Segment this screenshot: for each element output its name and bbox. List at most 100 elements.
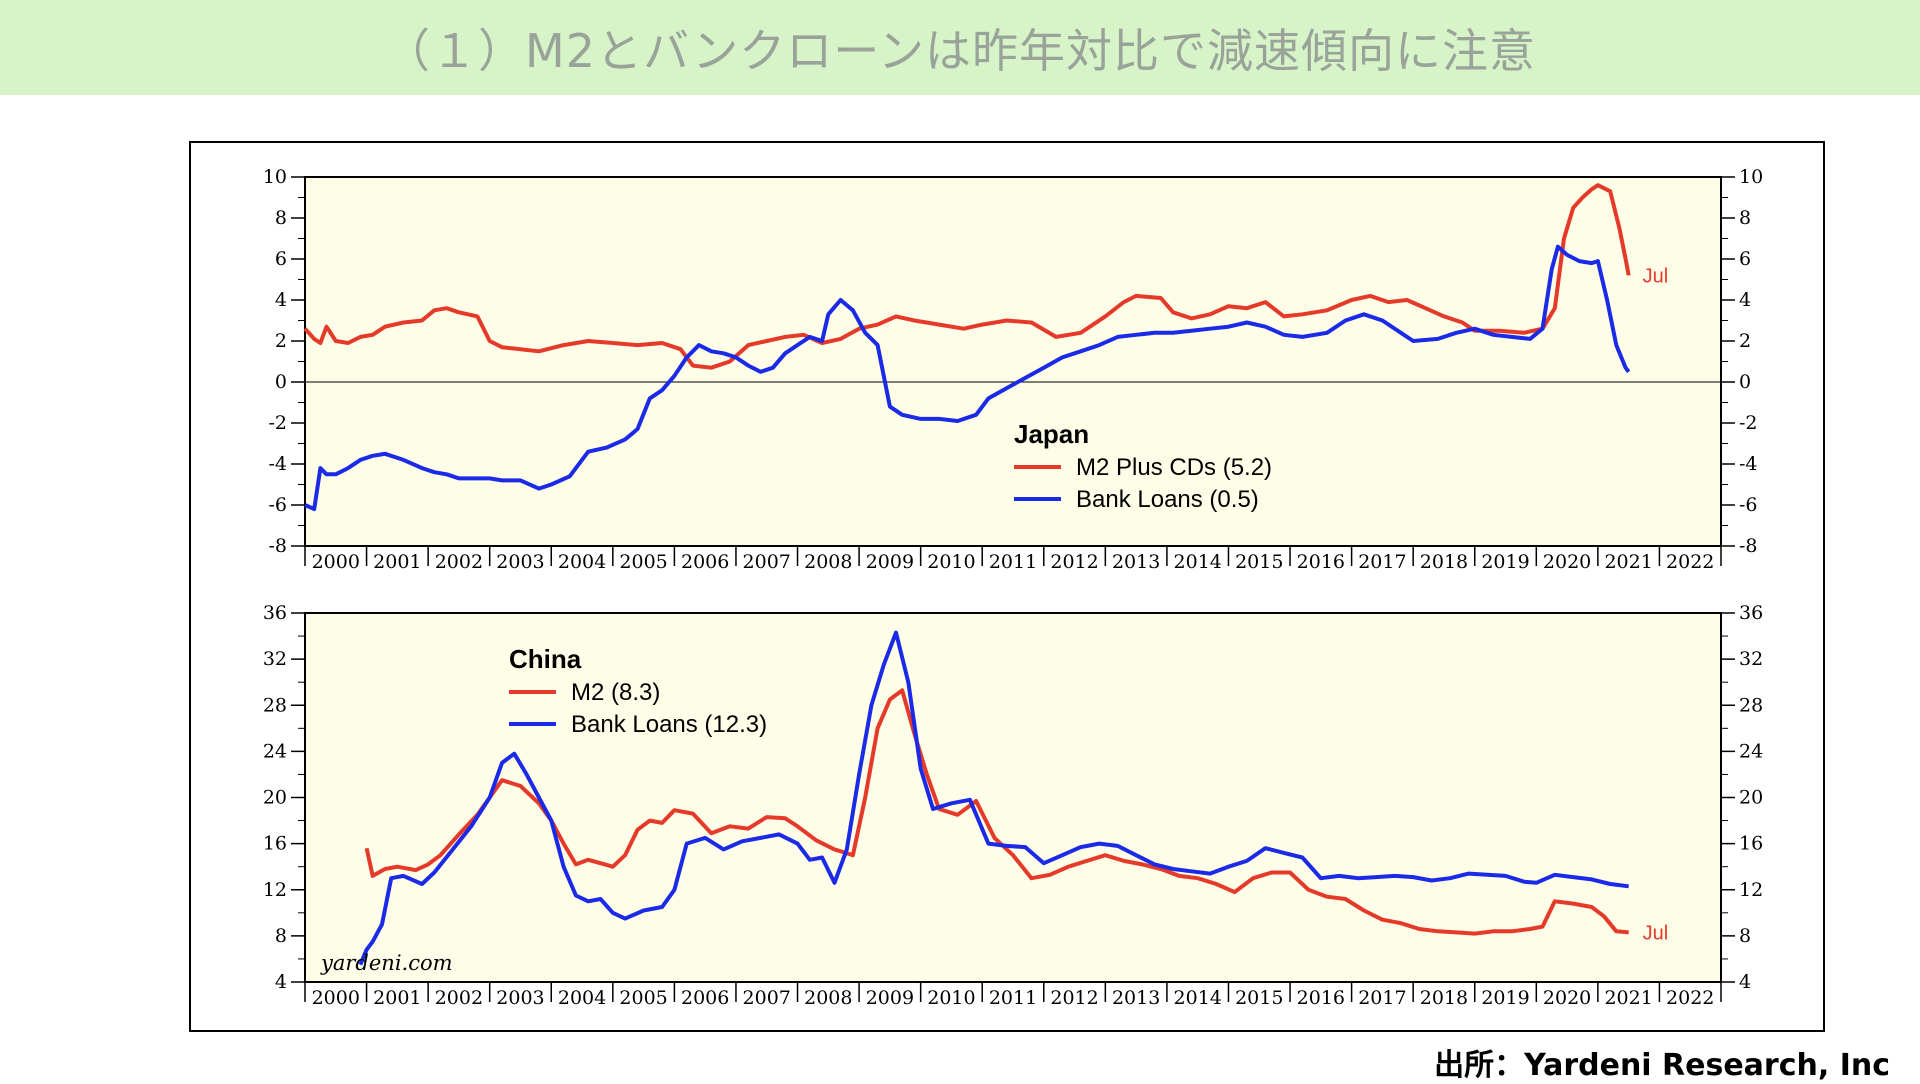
china-legend-label-m2: M2 (8.3) [571, 679, 660, 706]
japan-series-line-loans [304, 244, 1631, 512]
china-ytick-label-right: 24 [1739, 740, 1763, 762]
japan-year-label: 2017 [1358, 551, 1406, 573]
japan-year-label: 2009 [866, 551, 914, 573]
japan-legend-label-m2: M2 Plus CDs (5.2) [1076, 454, 1272, 481]
china-ytick-label-right: 28 [1739, 694, 1763, 716]
china-year-label: 2007 [743, 987, 791, 1009]
china-year-label: 2006 [681, 987, 729, 1009]
japan-year-label: 2016 [1297, 551, 1345, 573]
japan-ytick-label-left: 2 [275, 330, 287, 352]
japan-year-label: 2006 [681, 551, 729, 573]
china-year-label: 2015 [1235, 987, 1283, 1009]
japan-panel: -8 -8 -6 -6 -4 -4 -2 -2 0 0 2 2 4 4 6 6 8 8 10 10 2000 2001 20… [263, 166, 1763, 573]
china-year-label: 2013 [1112, 987, 1160, 1009]
china-ytick-label-left: 16 [263, 833, 287, 855]
china-year-label: 2001 [373, 987, 421, 1009]
japan-year-label: 2005 [619, 551, 667, 573]
japan-year-label: 2018 [1420, 551, 1468, 573]
china-ytick-label-right: 4 [1739, 971, 1751, 993]
japan-year-label: 2019 [1481, 551, 1529, 573]
japan-ytick-label-right: 2 [1739, 330, 1751, 352]
china-year-label: 2010 [927, 987, 975, 1009]
china-ytick-label-left: 20 [263, 787, 287, 809]
china-ytick-label-right: 36 [1739, 602, 1763, 624]
japan-ytick-label-right: 6 [1739, 248, 1751, 270]
japan-ytick-label-right: 10 [1739, 166, 1763, 188]
china-year-label: 2008 [804, 987, 852, 1009]
china-ytick-label-left: 24 [263, 740, 287, 762]
china-year-label: 2012 [1050, 987, 1098, 1009]
china-ytick-label-left: 36 [263, 602, 287, 624]
japan-ytick-label-left: 6 [275, 248, 287, 270]
china-year-label: 2017 [1358, 987, 1406, 1009]
japan-year-label: 2003 [496, 551, 544, 573]
japan-ytick-label-right: -2 [1739, 412, 1758, 434]
china-ytick-label-right: 8 [1739, 925, 1751, 947]
japan-ytick-label-left: -2 [268, 412, 287, 434]
japan-ytick-label-left: -6 [268, 494, 287, 516]
japan-year-label: 2002 [435, 551, 483, 573]
china-year-label: 2020 [1543, 987, 1591, 1009]
china-year-label: 2009 [866, 987, 914, 1009]
japan-ytick-label-left: 10 [263, 166, 287, 188]
japan-year-label: 2001 [373, 551, 421, 573]
japan-plot-area [304, 176, 1722, 547]
japan-year-label: 2000 [312, 551, 360, 573]
china-ytick-label-left: 4 [275, 971, 287, 993]
china-ytick-label-left: 8 [275, 925, 287, 947]
japan-ytick-label-right: -6 [1739, 494, 1758, 516]
japan-ytick-label-left: -4 [268, 453, 287, 475]
japan-year-label: 2015 [1235, 551, 1283, 573]
japan-year-label: 2004 [558, 551, 606, 573]
japan-ytick-label-left: 4 [275, 289, 287, 311]
china-year-label: 2003 [496, 987, 544, 1009]
china-year-label: 2018 [1420, 987, 1468, 1009]
japan-year-label: 2021 [1604, 551, 1652, 573]
japan-year-label: 2013 [1112, 551, 1160, 573]
china-year-label: 2004 [558, 987, 606, 1009]
china-ytick-label-right: 32 [1739, 648, 1763, 670]
china-ytick-label-left: 28 [263, 694, 287, 716]
japan-year-label: 2008 [804, 551, 852, 573]
japan-ytick-label-right: 4 [1739, 289, 1751, 311]
china-year-label: 2014 [1174, 987, 1222, 1009]
chart-figure: -8 -8 -6 -6 -4 -4 -2 -2 0 0 2 2 4 4 6 6 8 8 10 10 2000 2001 20… [189, 141, 1825, 1032]
japan-legend-title: Japan [1014, 419, 1089, 449]
china-ytick-label-right: 20 [1739, 787, 1763, 809]
japan-year-label: 2012 [1050, 551, 1098, 573]
japan-end-label: Jul [1643, 265, 1669, 287]
china-year-label: 2016 [1297, 987, 1345, 1009]
china-year-label: 2000 [312, 987, 360, 1009]
china-year-label: 2005 [619, 987, 667, 1009]
japan-ytick-label-right: 0 [1739, 371, 1751, 393]
china-ytick-label-left: 12 [263, 879, 287, 901]
china-legend-label-loans: Bank Loans (12.3) [571, 711, 767, 738]
japan-ytick-label-right: -8 [1739, 535, 1758, 557]
china-year-label: 2002 [435, 987, 483, 1009]
china-ytick-label-right: 12 [1739, 879, 1763, 901]
china-series-line-loans [358, 630, 1629, 966]
china-year-label: 2022 [1666, 987, 1714, 1009]
japan-year-label: 2011 [989, 551, 1037, 573]
china-year-label: 2011 [989, 987, 1037, 1009]
japan-year-label: 2010 [927, 551, 975, 573]
source-credit: 出所：Yardeni Research, Inc [1434, 1048, 1890, 1083]
japan-year-label: 2020 [1543, 551, 1591, 573]
japan-year-label: 2022 [1666, 551, 1714, 573]
japan-legend-label-loans: Bank Loans (0.5) [1076, 486, 1259, 513]
japan-ytick-label-right: -4 [1739, 453, 1758, 475]
page-title: （１）M2とバンクローンは昨年対比で減速傾向に注意 [384, 23, 1536, 78]
china-year-label: 2021 [1604, 987, 1652, 1009]
japan-year-label: 2007 [743, 551, 791, 573]
china-year-label: 2019 [1481, 987, 1529, 1009]
japan-year-label: 2014 [1174, 551, 1222, 573]
japan-ytick-label-right: 8 [1739, 207, 1751, 229]
china-end-label: Jul [1643, 922, 1669, 944]
japan-ytick-label-left: 0 [275, 371, 287, 393]
china-ytick-label-left: 32 [263, 648, 287, 670]
japan-ytick-label-left: 8 [275, 207, 287, 229]
china-ytick-label-right: 16 [1739, 833, 1763, 855]
japan-ytick-label-left: -8 [268, 535, 287, 557]
